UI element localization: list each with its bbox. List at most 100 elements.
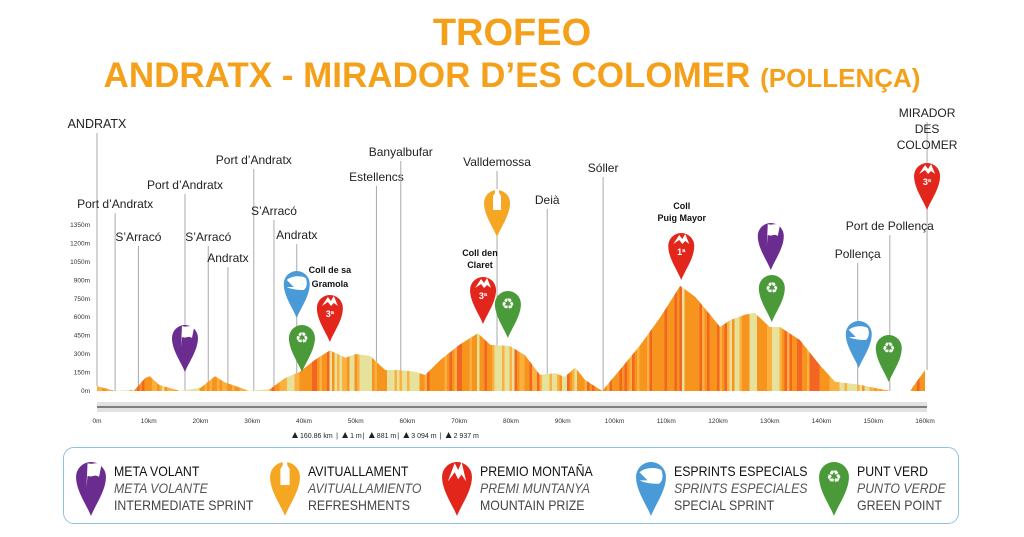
recycle-icon: ♻	[765, 279, 778, 297]
sprint-icon	[847, 326, 869, 340]
premio-montana-marker: 3ª	[914, 163, 941, 210]
profile-stripe	[787, 285, 790, 391]
profile-stripe	[352, 285, 355, 391]
profile-stripe	[247, 285, 250, 391]
profile-stripe	[672, 285, 675, 391]
avituallament-marker	[270, 460, 300, 516]
profile-stripe	[387, 285, 390, 391]
profile-stripe	[709, 285, 713, 391]
x-tick-label: 50km	[348, 418, 364, 425]
bottle-pin-icon	[270, 460, 300, 516]
profile-stripe	[649, 285, 653, 391]
profile-stripe	[767, 285, 770, 391]
profile-stripe	[807, 285, 810, 391]
profile-stripe	[622, 285, 625, 391]
profile-stripe	[612, 285, 615, 391]
profile-stripe	[597, 285, 600, 391]
profile-stripe	[474, 285, 478, 391]
legend-item-punt-verde: ♻ PUNT VERD PUNTO VERDE GREEN POINT	[817, 456, 946, 518]
place-label: Sóller	[588, 161, 619, 175]
profile-stripe	[824, 285, 828, 391]
profile-stripe	[679, 285, 683, 391]
profile-stripe	[424, 285, 428, 391]
pin-shape	[819, 461, 849, 516]
profile-stripe	[457, 285, 460, 391]
profile-stripe	[834, 285, 838, 391]
profile-stripe	[719, 285, 723, 391]
profile-stripe	[529, 285, 533, 391]
profile-stripe	[674, 285, 678, 391]
stat-separator: |	[397, 433, 399, 440]
stat-separator: |	[336, 433, 338, 440]
svg-text:♻: ♻	[295, 329, 308, 347]
profile-stripe	[417, 285, 420, 391]
esprints-marker	[636, 461, 666, 516]
profile-stripe	[554, 285, 558, 391]
profile-stripe	[714, 285, 718, 391]
stat-value: 1 m	[350, 433, 362, 440]
profile-stripe	[712, 285, 715, 391]
profile-stripe	[264, 285, 268, 391]
profile-stripe	[359, 285, 363, 391]
profile-stripe	[659, 285, 663, 391]
profile-stripe	[462, 285, 465, 391]
legend-line1: AVITUALLAMENT	[308, 463, 409, 479]
profile-stripe	[164, 285, 168, 391]
profile-stripe	[744, 285, 748, 391]
profile-stripe	[257, 285, 260, 391]
legend-item-esprints: ESPRINTS ESPECIALS SPRINTS ESPECIALES SPEC…	[634, 456, 808, 518]
profile-stripe	[754, 285, 758, 391]
profile-stripe	[812, 285, 815, 391]
profile-stripe	[107, 285, 110, 391]
punt-verde-marker: ♻	[819, 461, 849, 516]
stat-value: 881 m	[377, 433, 397, 440]
profile-stripe	[667, 285, 670, 391]
profile-stripe	[652, 285, 655, 391]
pin-shape	[758, 275, 785, 322]
profile-stripe	[379, 285, 383, 391]
profile-stripe	[584, 285, 588, 391]
x-tick-label: 140km	[812, 418, 832, 425]
profile-stripe	[467, 285, 470, 391]
category-label: 1ª	[677, 247, 686, 257]
profile-stripe	[172, 285, 175, 391]
legend-line3: MOUNTAIN PRIZE	[480, 497, 585, 513]
svg-text:♻: ♻	[501, 295, 514, 313]
premio-montana-marker: 3ª	[316, 295, 343, 342]
profile-stripe	[677, 285, 680, 391]
profile-stripe	[464, 285, 468, 391]
profile-stripe	[234, 285, 238, 391]
profile-stripe	[592, 285, 595, 391]
legend-line2: PUNTO VERDE	[857, 480, 946, 496]
x-tick-label: 0m	[92, 418, 101, 425]
profile-stripe	[262, 285, 265, 391]
profile-stripe	[662, 285, 665, 391]
profile-stripe	[837, 285, 840, 391]
profile-stripe	[177, 285, 180, 391]
profile-stripe	[637, 285, 640, 391]
profile-stripe	[259, 285, 263, 391]
profile-stripe	[562, 285, 565, 391]
profile-stripe	[777, 285, 780, 391]
legend-text: PUNT VERD PUNTO VERDE GREEN POINT	[857, 463, 946, 514]
profile-stripe	[389, 285, 393, 391]
profile-stripe	[372, 285, 375, 391]
title-line-2: ANDRATX - MIRADOR D’ES COLOMER (POLLENÇA…	[0, 56, 1024, 96]
profile-stripe	[699, 285, 703, 391]
profile-stripe	[104, 285, 108, 391]
profile-stripe	[694, 285, 698, 391]
profile-stripe	[109, 285, 113, 391]
profile-stripe	[169, 285, 173, 391]
profile-stripe	[802, 285, 805, 391]
profile-stripe	[704, 285, 708, 391]
stat-separator: |	[440, 433, 442, 440]
esprints-marker	[845, 321, 872, 368]
place-label: Andratx	[207, 251, 248, 265]
flag-pin-icon	[76, 461, 106, 516]
profile-stripe	[559, 285, 563, 391]
profile-stripe	[609, 285, 613, 391]
punt-verde-marker: ♻	[875, 335, 902, 382]
pin-shape	[270, 461, 300, 516]
x-tick-label: 60km	[400, 418, 416, 425]
mountain-pin-icon	[442, 461, 472, 516]
